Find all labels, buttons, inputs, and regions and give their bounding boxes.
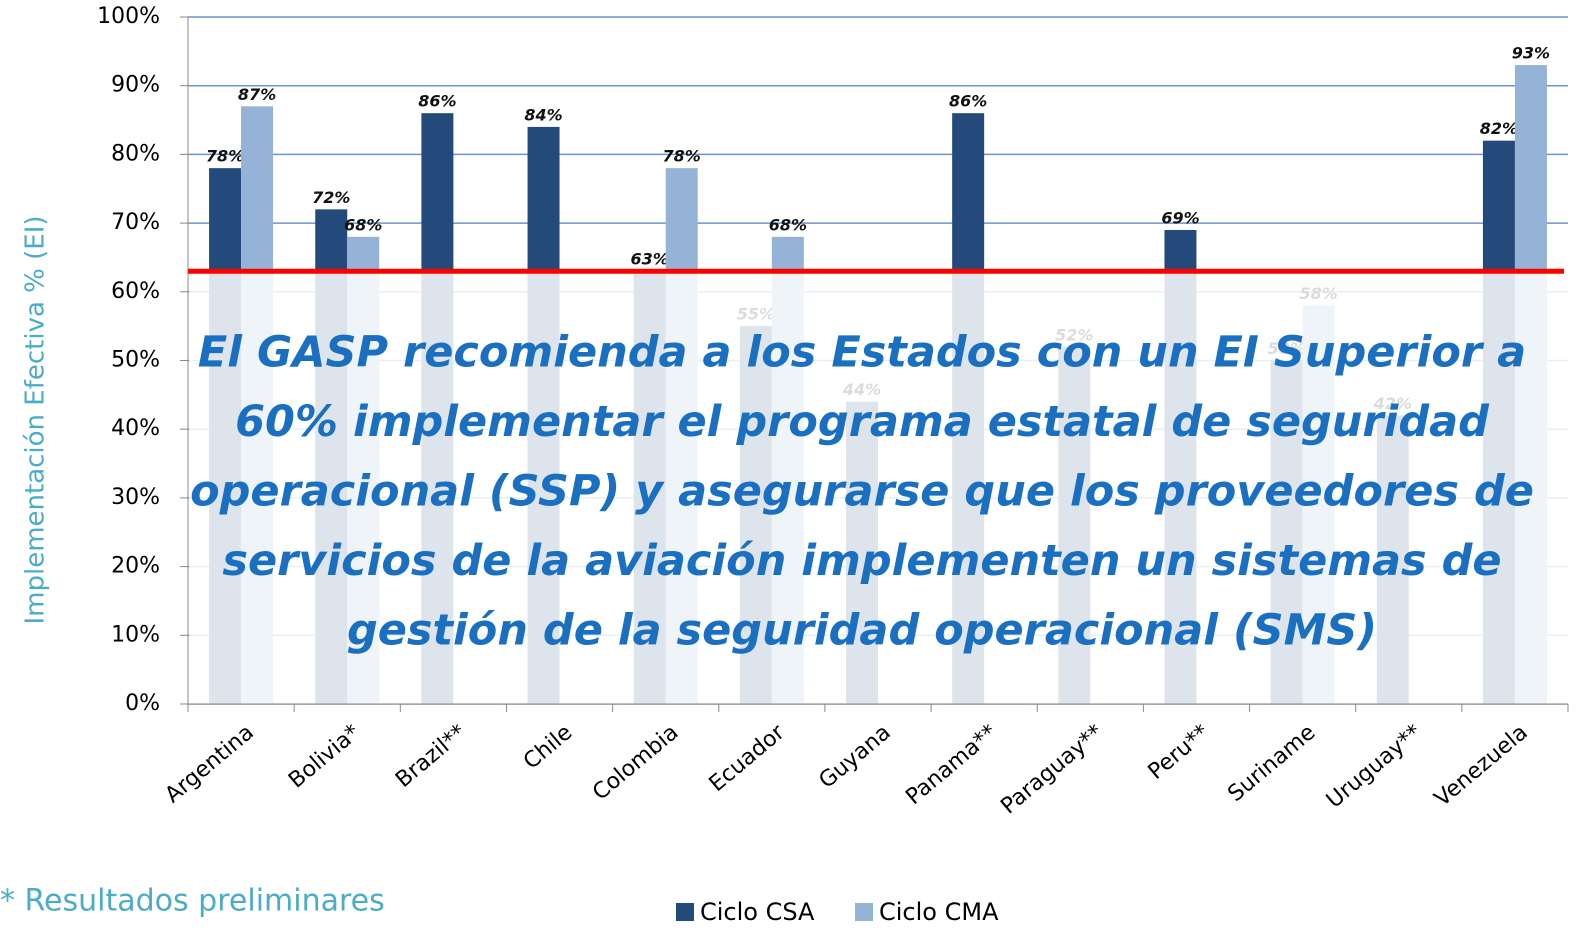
x-tick-label: Peru** [1144,720,1214,785]
value-label: 78% [663,147,701,166]
annotation: servicios de la aviación implementen un … [222,536,1501,586]
y-tick-label: 80% [111,141,160,166]
value-label: 63% [631,250,669,269]
y-tick-label: 90% [111,73,160,98]
y-tick-label: 30% [111,485,160,510]
value-label: 82% [1480,119,1518,138]
value-label: 86% [949,92,987,111]
y-tick-label: 0% [125,691,160,716]
value-label: 68% [769,215,807,234]
x-tick-label: Uruguay** [1322,720,1427,813]
x-tick-label: Guyana [815,720,896,794]
x-tick-label: Paraguay** [996,720,1108,819]
value-label: 86% [418,92,456,111]
value-label: 69% [1161,208,1199,227]
x-tick-label: Ecuador [705,719,791,797]
y-tick-label: 40% [111,416,160,441]
annotation: gestión de la seguridad operacional (SMS… [347,606,1377,656]
value-label: 87% [238,85,276,104]
annotation: El GASP recomienda a los Estados con un … [198,328,1526,378]
legend-label: Ciclo CMA [879,898,999,926]
legend-swatch [676,903,694,921]
value-label: 68% [344,215,382,234]
y-tick-label: 60% [111,279,160,304]
x-tick-label: Panama** [901,720,1001,810]
value-label: 84% [524,105,562,124]
value-label: 78% [206,147,244,166]
legend-label: Ciclo CSA [700,898,815,926]
x-tick-label: Brazil** [391,720,471,793]
y-tick-label: 100% [97,4,160,29]
footnote: * Resultados preliminares [0,884,385,919]
legend-swatch [855,903,873,921]
annotation: operacional (SSP) y asegurarse que los p… [190,467,1534,517]
y-tick-label: 70% [111,210,160,235]
overlay [189,271,1569,704]
x-tick-label: Colombia [588,720,683,806]
x-tick-label: Chile [519,720,577,775]
x-tick-label: Suriname [1223,720,1320,807]
x-tick-label: Bolivia* [284,720,365,793]
y-axis-label: Implementación Efectiva % (EI) [21,215,51,624]
y-tick-label: 50% [111,348,160,373]
value-label: 93% [1512,44,1550,63]
y-tick-label: 10% [111,622,160,647]
annotation: 60% implementar el programa estatal de s… [235,397,1490,447]
x-tick-label: Venezuela [1430,720,1533,812]
value-label: 72% [312,188,350,207]
x-tick-label: Argentina [161,720,259,808]
y-tick-label: 20% [111,554,160,579]
